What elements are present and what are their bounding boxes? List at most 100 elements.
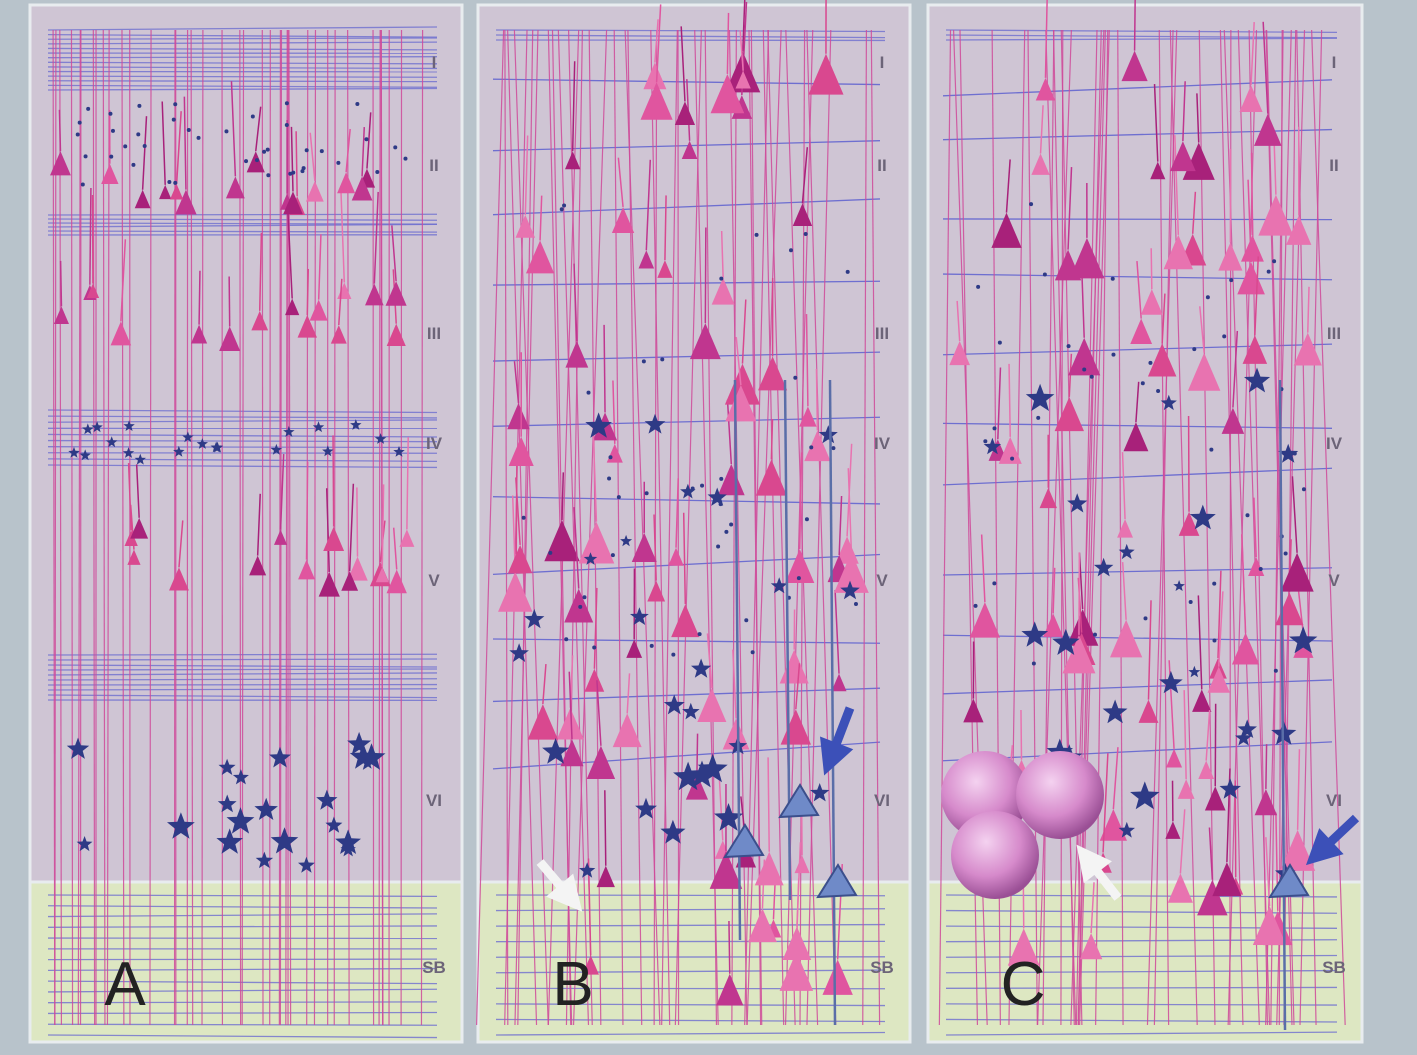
- interneuron: [687, 760, 717, 788]
- fibre: [492, 638, 881, 644]
- blue-process: [828, 379, 837, 1026]
- pyramidal-cell: [1117, 519, 1133, 538]
- dot: [250, 114, 255, 119]
- apical-dendrite: [1296, 749, 1301, 830]
- pyramidal-cell: [1198, 760, 1215, 779]
- apical-dendrite: [1250, 22, 1255, 86]
- dot: [375, 170, 380, 175]
- pyramidal-cell: [1252, 906, 1287, 945]
- radial-fibre: [201, 29, 204, 1026]
- interneuron: [91, 421, 103, 433]
- pyramidal-cell: [831, 673, 847, 692]
- apical-dendrite: [603, 324, 606, 413]
- pyramidal-cell: [347, 556, 368, 581]
- interneuron: [583, 552, 598, 565]
- radial-fibre: [1060, 29, 1083, 1026]
- dot: [244, 159, 249, 164]
- layer-label: II: [877, 156, 886, 175]
- apical-dendrite: [228, 276, 231, 327]
- dot: [1010, 456, 1015, 461]
- radial-fibre: [870, 29, 881, 1026]
- fibre: [492, 351, 881, 362]
- pyramidal-cell: [386, 569, 407, 594]
- fibre: [492, 741, 881, 770]
- interneuron: [350, 419, 362, 430]
- layer-label: I: [880, 53, 885, 72]
- interneuron: [393, 446, 405, 457]
- dot: [716, 544, 721, 549]
- apical-dendrite: [675, 478, 679, 548]
- radial-fibre: [565, 29, 583, 1026]
- pyramidal-cell: [1163, 234, 1194, 270]
- dot: [108, 111, 113, 116]
- fibre: [495, 923, 886, 927]
- apical-dendrite: [524, 135, 529, 215]
- fibre: [495, 969, 886, 974]
- apical-dendrite: [127, 463, 132, 531]
- dot: [1031, 661, 1036, 666]
- apical-dendrite: [392, 527, 398, 570]
- radial-fibre: [1219, 29, 1244, 1026]
- layer-label: V: [1328, 571, 1340, 590]
- apical-dendrite: [1182, 81, 1186, 142]
- dot: [564, 637, 569, 642]
- interneuron: [509, 643, 529, 662]
- blue-arrow-head: [1305, 828, 1344, 866]
- pyramidal-cell: [283, 191, 303, 215]
- apical-dendrite: [1121, 452, 1126, 520]
- apical-dendrite: [1112, 747, 1119, 810]
- apical-dendrite: [706, 633, 713, 689]
- apical-dendrite: [58, 109, 62, 152]
- dot: [976, 284, 981, 289]
- apical-dendrite: [571, 61, 576, 152]
- interneuron: [122, 447, 135, 458]
- apical-dendrite: [767, 757, 770, 852]
- pyramidal-cell: [647, 580, 666, 602]
- layer-label: SB: [422, 958, 446, 977]
- dot: [136, 132, 141, 137]
- apical-dendrite: [1008, 363, 1011, 437]
- apical-dendrite: [1179, 809, 1186, 874]
- pyramidal-cell: [1062, 634, 1096, 674]
- apical-dendrite: [739, 30, 744, 71]
- dot: [196, 135, 201, 140]
- apical-dendrite: [258, 232, 263, 311]
- dot: [265, 147, 270, 152]
- pyramidal-cell: [1140, 289, 1163, 315]
- dot: [582, 595, 587, 600]
- pyramidal-cell: [190, 324, 208, 344]
- pyramidal-cell: [668, 547, 684, 566]
- radial-fibre: [372, 29, 375, 1026]
- fibre: [492, 140, 881, 152]
- radial-fibre: [627, 29, 643, 1026]
- interneuron: [660, 819, 686, 844]
- apical-dendrite: [696, 733, 699, 774]
- pyramidal-cell: [1237, 262, 1265, 295]
- interneuron: [82, 423, 94, 435]
- radial-fibre: [1060, 29, 1064, 1026]
- apical-dendrite: [1240, 534, 1247, 633]
- dot: [1209, 447, 1214, 452]
- apical-dendrite: [1273, 144, 1277, 195]
- dot: [254, 158, 259, 163]
- radial-fibre: [1117, 29, 1124, 1026]
- fibre: [492, 496, 881, 505]
- apical-dendrite: [1208, 827, 1214, 880]
- pyramidal-cell: [755, 459, 787, 496]
- interneuron: [226, 807, 255, 834]
- interneuron: [682, 702, 700, 720]
- apical-dendrite: [1052, 567, 1056, 614]
- apical-dendrite: [120, 239, 127, 322]
- apical-dendrite: [1183, 690, 1187, 780]
- apical-dendrite: [309, 132, 316, 181]
- pyramidal-cell: [1218, 242, 1243, 271]
- apical-dendrite: [340, 186, 346, 283]
- pyramidal-cell: [799, 406, 817, 427]
- pyramidal-cell: [724, 363, 761, 405]
- dot: [137, 103, 142, 108]
- dot: [284, 101, 289, 106]
- pyramidal-cell: [565, 340, 589, 368]
- dot: [291, 170, 296, 175]
- pyramidal-cell: [711, 277, 735, 305]
- pyramidal-cell: [582, 955, 599, 975]
